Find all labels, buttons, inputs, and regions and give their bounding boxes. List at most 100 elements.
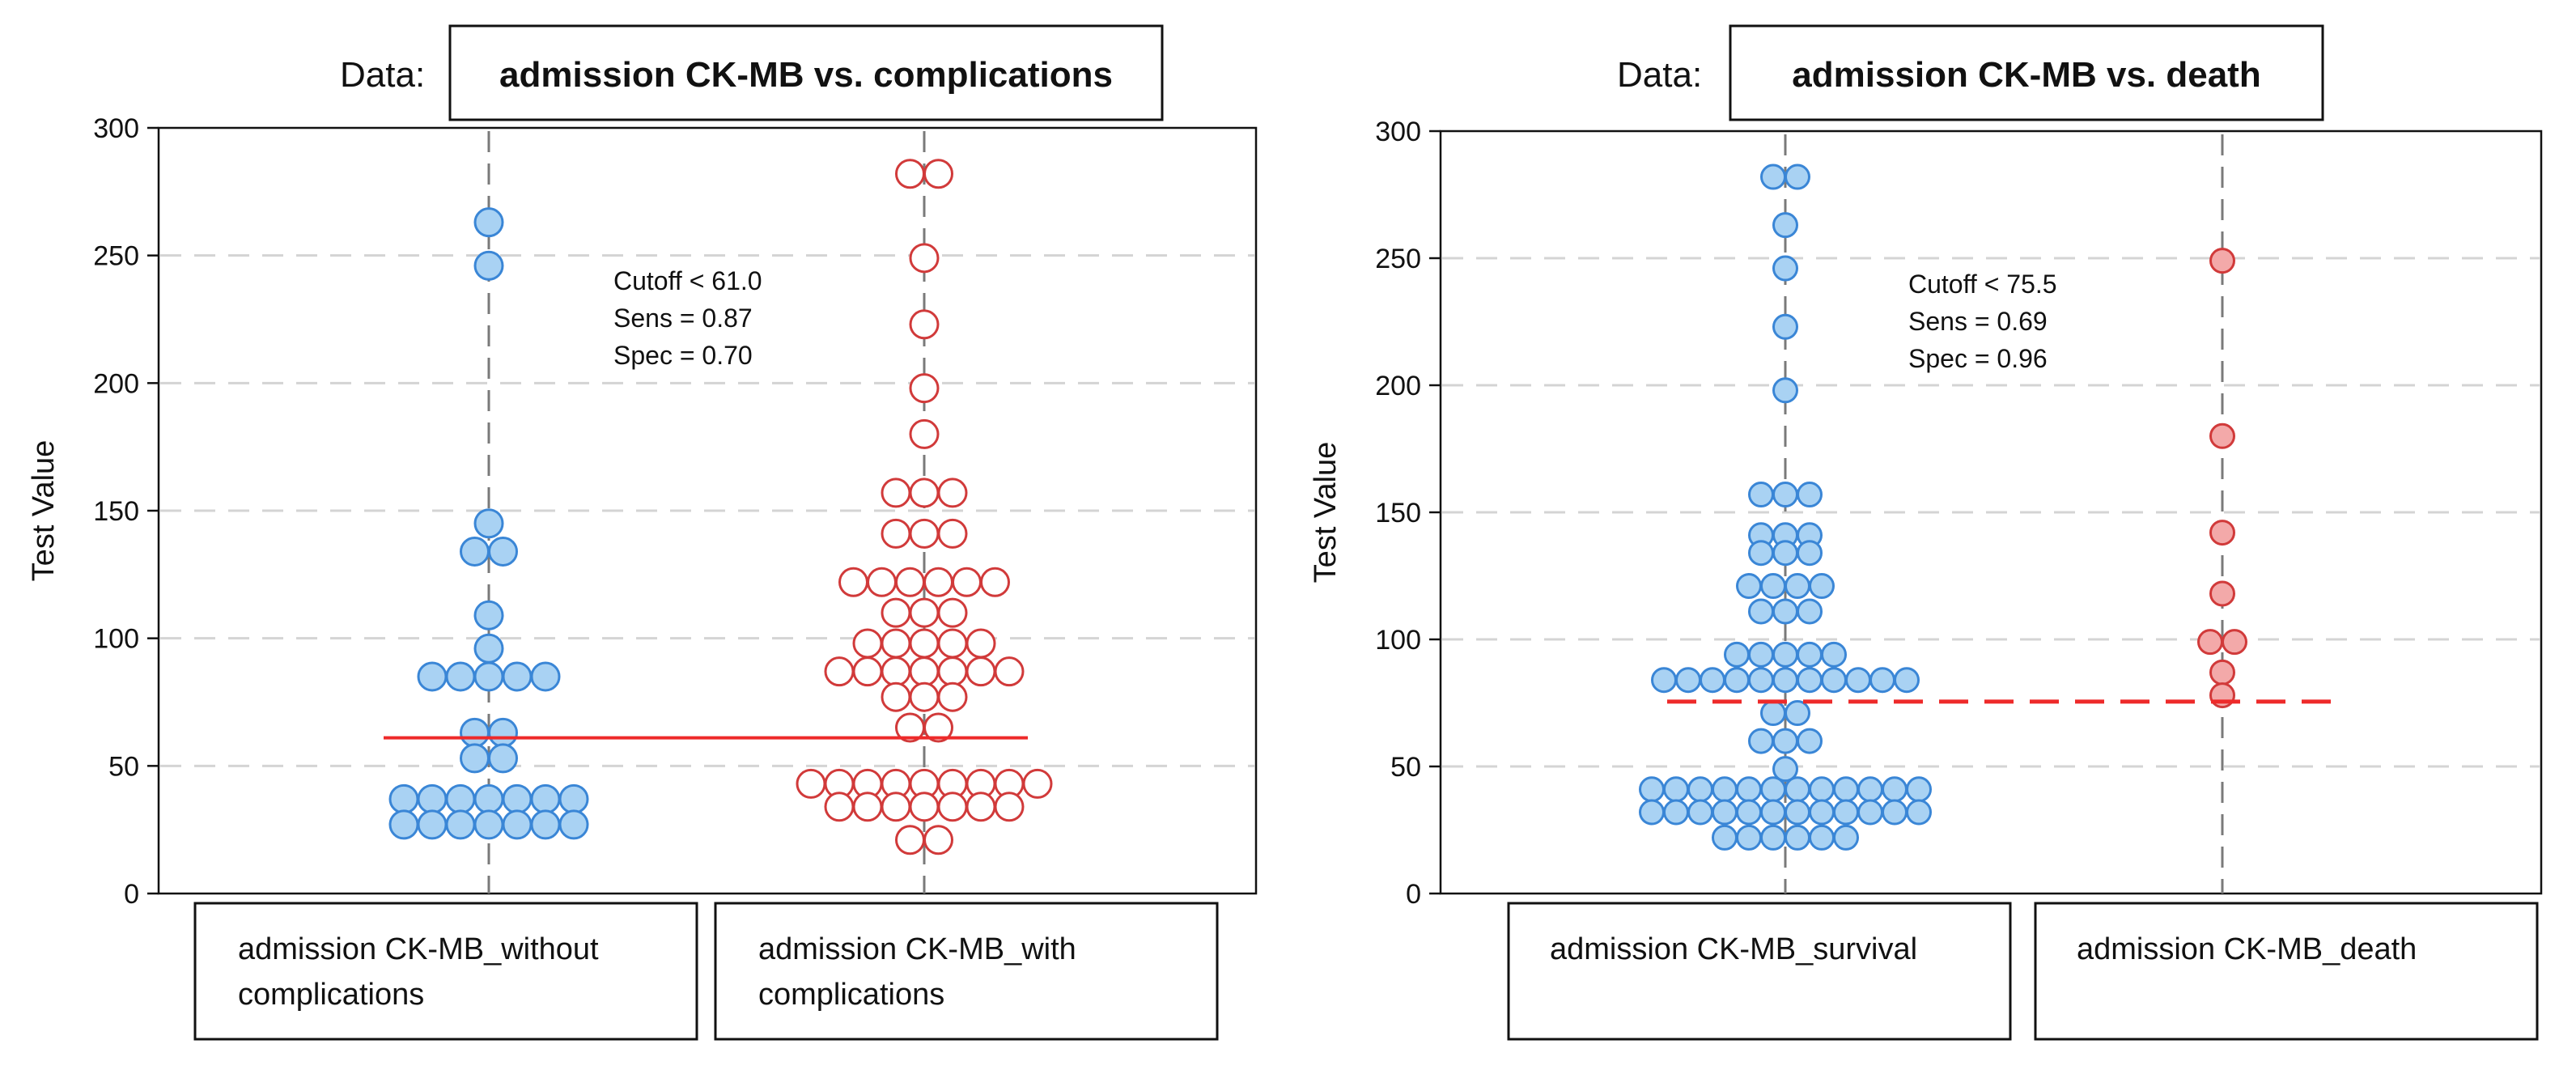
data-point xyxy=(1651,667,1677,694)
gridlines xyxy=(1442,257,2540,768)
data-point xyxy=(1797,641,1823,668)
data-point xyxy=(1675,667,1701,694)
data-label: Data: xyxy=(1617,55,1702,95)
chart-panel-complications: Data: admission CK-MB vs. complications … xyxy=(27,24,1258,1041)
category-label-without-line1: admission CK-MB_without xyxy=(238,932,599,966)
data-point xyxy=(909,309,940,340)
data-point xyxy=(923,825,953,855)
data-point xyxy=(502,809,533,840)
y-tick-label: 200 xyxy=(93,368,139,399)
data-point xyxy=(937,656,968,687)
data-point xyxy=(1821,667,1847,694)
data-point xyxy=(1809,573,1835,600)
category-guides xyxy=(487,131,926,894)
data-point xyxy=(867,567,897,597)
data-point xyxy=(1736,824,1762,851)
data-point xyxy=(1748,598,1774,625)
data-point xyxy=(2222,629,2247,656)
title-box xyxy=(448,24,1164,121)
category-label-with-line1: admission CK-MB_with xyxy=(758,932,1076,966)
data-point xyxy=(1772,756,1798,783)
data-point xyxy=(2209,580,2235,607)
data-point xyxy=(445,809,476,840)
chart-title: admission CK-MB vs. death xyxy=(1792,55,2260,95)
data-point xyxy=(1785,824,1810,851)
data-point xyxy=(530,783,561,814)
data-point xyxy=(881,656,911,687)
data-point xyxy=(1882,776,1908,803)
data-point xyxy=(530,661,561,692)
data-point xyxy=(1869,667,1895,694)
data-point xyxy=(488,717,518,748)
data-point xyxy=(1833,776,1859,803)
stats-annotation: Cutoff < 61.0 Sens = 0.87 Spec = 0.70 xyxy=(613,266,762,370)
data-point xyxy=(909,373,940,404)
data-point xyxy=(1785,799,1810,826)
data-point xyxy=(881,628,911,659)
data-point xyxy=(1772,212,1798,239)
data-point xyxy=(1772,667,1798,694)
data-point xyxy=(1797,728,1823,754)
data-point xyxy=(388,809,419,840)
data-point xyxy=(881,478,911,508)
data-point xyxy=(1772,482,1798,508)
y-tick-label: 150 xyxy=(1375,498,1421,529)
data-point xyxy=(1809,824,1835,851)
data-point xyxy=(473,207,504,238)
data-point xyxy=(417,809,448,840)
data-point xyxy=(488,536,518,567)
data-point xyxy=(923,567,953,597)
data-point xyxy=(895,825,925,855)
data-point xyxy=(824,656,855,687)
data-point xyxy=(1797,667,1823,694)
data-point xyxy=(1857,776,1883,803)
data-point xyxy=(1785,163,1810,190)
data-point xyxy=(937,518,968,549)
data-point xyxy=(1772,313,1798,340)
data-point xyxy=(1712,799,1738,826)
category-label-with-line2: complications xyxy=(758,978,944,1012)
data-point xyxy=(852,628,883,659)
data-point xyxy=(2209,520,2235,546)
data-point xyxy=(473,633,504,664)
data-point xyxy=(909,597,940,628)
y-tick-label: 300 xyxy=(93,113,139,144)
data-point xyxy=(460,717,490,748)
y-tick-label: 200 xyxy=(1375,371,1421,401)
data-point xyxy=(1748,482,1774,508)
data-point xyxy=(1663,799,1689,826)
data-point xyxy=(965,792,996,822)
data-point xyxy=(1760,700,1786,727)
y-tick-label: 0 xyxy=(124,879,139,910)
data-point xyxy=(1797,540,1823,567)
data-point xyxy=(1797,482,1823,508)
y-tick-label: 250 xyxy=(93,241,139,272)
data-point xyxy=(909,656,940,687)
data-point xyxy=(909,792,940,822)
data-label: Data: xyxy=(340,55,425,95)
category-box-death xyxy=(2034,902,2539,1041)
stats-annotation: Cutoff < 75.5 Sens = 0.69 Spec = 0.96 xyxy=(1908,270,2057,373)
data-point xyxy=(1748,641,1774,668)
chart-panel-death: Data: admission CK-MB vs. death 0 50 100 15… xyxy=(1309,24,2543,1041)
data-point xyxy=(852,792,883,822)
data-point xyxy=(473,600,504,630)
gridlines xyxy=(160,254,1254,767)
annotation-cutoff: Cutoff < 61.0 xyxy=(613,266,762,295)
data-point xyxy=(1882,799,1908,826)
chart-title: admission CK-MB vs. complications xyxy=(499,55,1113,95)
data-point xyxy=(1821,641,1847,668)
data-point xyxy=(909,518,940,549)
data-point xyxy=(1748,728,1774,754)
data-point xyxy=(824,792,855,822)
data-point xyxy=(923,159,953,189)
data-point xyxy=(952,567,982,597)
data-point xyxy=(1797,598,1823,625)
data-point xyxy=(1772,728,1798,754)
y-axis: 0 50 100 150 200 250 300 xyxy=(93,113,159,910)
data-point xyxy=(1833,824,1859,851)
data-point xyxy=(937,681,968,712)
data-point xyxy=(417,661,448,692)
data-point xyxy=(502,661,533,692)
